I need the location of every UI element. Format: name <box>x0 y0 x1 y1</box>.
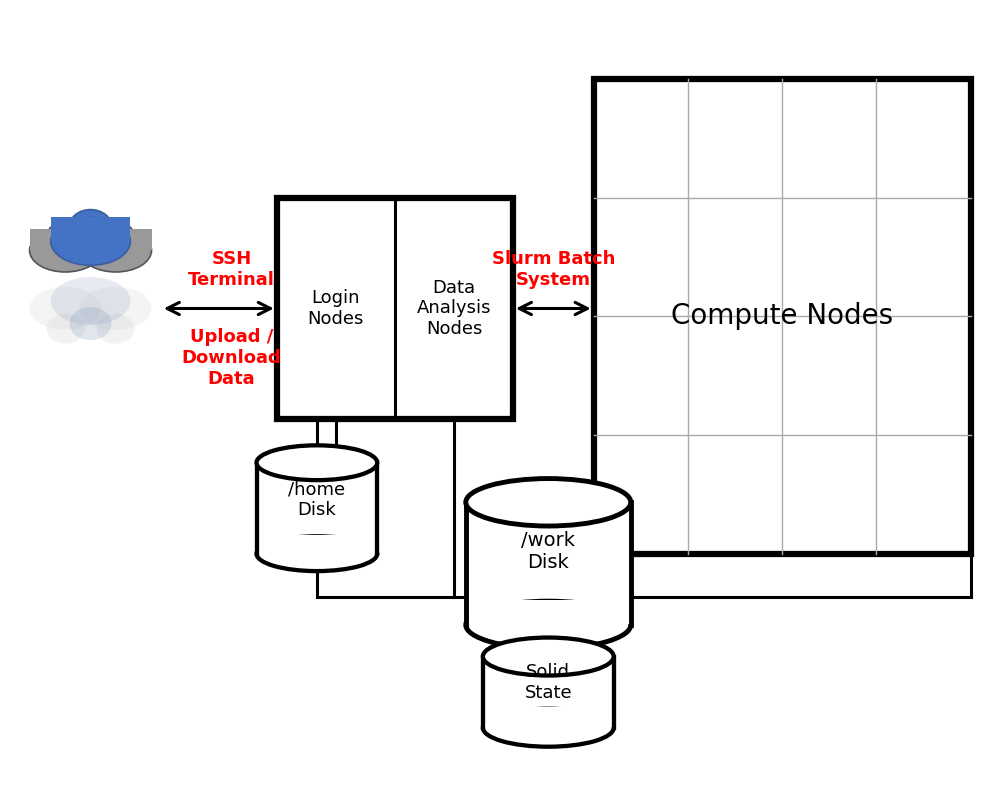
Polygon shape <box>483 707 614 727</box>
Text: Login
Nodes: Login Nodes <box>308 289 364 328</box>
Ellipse shape <box>466 601 631 649</box>
Ellipse shape <box>29 287 102 330</box>
Bar <box>277 198 513 419</box>
Text: Data
Analysis
Nodes: Data Analysis Nodes <box>416 278 491 339</box>
Ellipse shape <box>483 709 614 747</box>
Circle shape <box>97 221 135 252</box>
Ellipse shape <box>50 277 131 325</box>
Polygon shape <box>257 463 377 554</box>
Ellipse shape <box>466 479 631 526</box>
Bar <box>79 229 152 251</box>
Text: Solid
State: Solid State <box>524 663 572 702</box>
Ellipse shape <box>50 218 131 265</box>
Polygon shape <box>257 535 377 553</box>
Circle shape <box>69 210 112 243</box>
Bar <box>29 229 102 251</box>
Text: Compute Nodes: Compute Nodes <box>671 302 893 331</box>
Text: SSH
Terminal: SSH Terminal <box>188 250 275 289</box>
Bar <box>50 218 131 241</box>
Circle shape <box>97 314 135 343</box>
Text: /home
Disk: /home Disk <box>289 480 345 519</box>
Text: Slurm Batch
System: Slurm Batch System <box>492 250 615 289</box>
Ellipse shape <box>483 638 614 676</box>
Bar <box>594 79 971 554</box>
Circle shape <box>69 307 112 340</box>
Ellipse shape <box>257 445 377 480</box>
Circle shape <box>46 314 85 343</box>
Ellipse shape <box>29 229 102 272</box>
Ellipse shape <box>79 229 152 272</box>
Polygon shape <box>483 657 614 728</box>
Ellipse shape <box>257 536 377 571</box>
Polygon shape <box>466 600 631 624</box>
Circle shape <box>46 221 85 252</box>
Ellipse shape <box>79 287 152 330</box>
Text: Upload /
Download
Data: Upload / Download Data <box>181 328 282 388</box>
Text: /work
Disk: /work Disk <box>521 532 575 572</box>
Polygon shape <box>466 502 631 625</box>
